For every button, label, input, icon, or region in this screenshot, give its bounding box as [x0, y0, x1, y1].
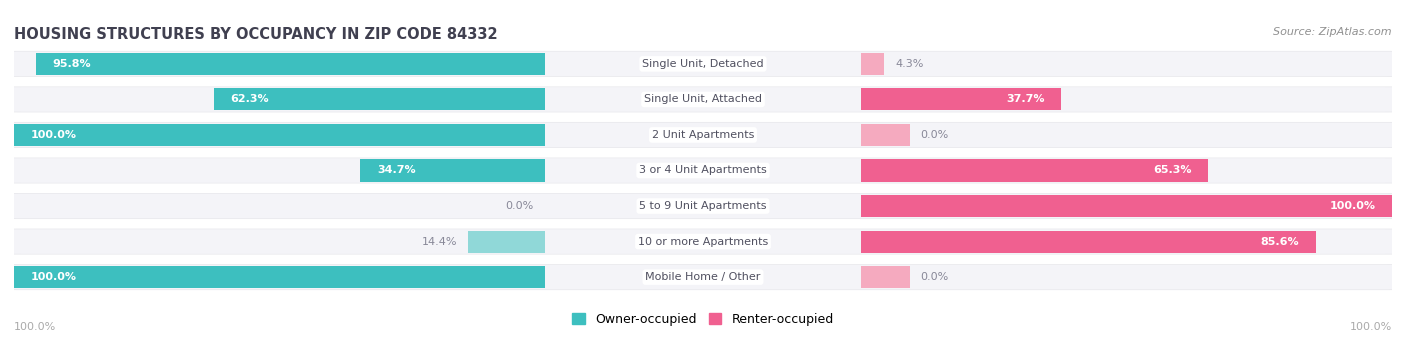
Bar: [14, 124, 544, 146]
FancyBboxPatch shape: [0, 193, 1406, 219]
Text: 14.4%: 14.4%: [422, 237, 457, 247]
Text: 4.3%: 4.3%: [896, 59, 924, 69]
Bar: [862, 266, 910, 288]
Bar: [360, 160, 544, 181]
Bar: [468, 231, 544, 253]
Text: 3 or 4 Unit Apartments: 3 or 4 Unit Apartments: [640, 165, 766, 176]
Text: 0.0%: 0.0%: [505, 201, 533, 211]
Bar: [862, 124, 910, 146]
Text: 100.0%: 100.0%: [1330, 201, 1375, 211]
Bar: [214, 88, 544, 110]
Text: 34.7%: 34.7%: [377, 165, 416, 176]
Text: 0.0%: 0.0%: [921, 272, 949, 282]
Text: 37.7%: 37.7%: [1007, 94, 1045, 104]
Text: 2 Unit Apartments: 2 Unit Apartments: [652, 130, 754, 140]
FancyBboxPatch shape: [8, 123, 1398, 147]
Bar: [14, 266, 544, 288]
FancyBboxPatch shape: [8, 51, 1398, 76]
Text: 85.6%: 85.6%: [1260, 237, 1299, 247]
FancyBboxPatch shape: [0, 51, 1406, 77]
FancyBboxPatch shape: [8, 87, 1398, 112]
Text: 100.0%: 100.0%: [31, 130, 76, 140]
Bar: [37, 53, 544, 75]
Text: Single Unit, Attached: Single Unit, Attached: [644, 94, 762, 104]
Bar: [862, 88, 1062, 110]
FancyBboxPatch shape: [8, 194, 1398, 218]
Text: 62.3%: 62.3%: [231, 94, 269, 104]
FancyBboxPatch shape: [8, 158, 1398, 183]
Legend: Owner-occupied, Renter-occupied: Owner-occupied, Renter-occupied: [568, 308, 838, 331]
Text: 100.0%: 100.0%: [31, 272, 76, 282]
Text: HOUSING STRUCTURES BY OCCUPANCY IN ZIP CODE 84332: HOUSING STRUCTURES BY OCCUPANCY IN ZIP C…: [14, 27, 498, 42]
FancyBboxPatch shape: [8, 229, 1398, 254]
Text: 100.0%: 100.0%: [1350, 322, 1392, 332]
Text: Single Unit, Detached: Single Unit, Detached: [643, 59, 763, 69]
Text: 65.3%: 65.3%: [1153, 165, 1191, 176]
Bar: [862, 160, 1208, 181]
Bar: [862, 53, 884, 75]
FancyBboxPatch shape: [8, 265, 1398, 290]
Text: 100.0%: 100.0%: [14, 322, 56, 332]
Text: 0.0%: 0.0%: [921, 130, 949, 140]
Text: Source: ZipAtlas.com: Source: ZipAtlas.com: [1274, 27, 1392, 37]
Text: 10 or more Apartments: 10 or more Apartments: [638, 237, 768, 247]
Bar: [862, 231, 1316, 253]
Bar: [862, 195, 1392, 217]
Text: Mobile Home / Other: Mobile Home / Other: [645, 272, 761, 282]
Text: 5 to 9 Unit Apartments: 5 to 9 Unit Apartments: [640, 201, 766, 211]
FancyBboxPatch shape: [0, 228, 1406, 254]
Text: 95.8%: 95.8%: [53, 59, 91, 69]
FancyBboxPatch shape: [0, 87, 1406, 113]
FancyBboxPatch shape: [0, 122, 1406, 148]
FancyBboxPatch shape: [0, 158, 1406, 183]
FancyBboxPatch shape: [0, 264, 1406, 290]
